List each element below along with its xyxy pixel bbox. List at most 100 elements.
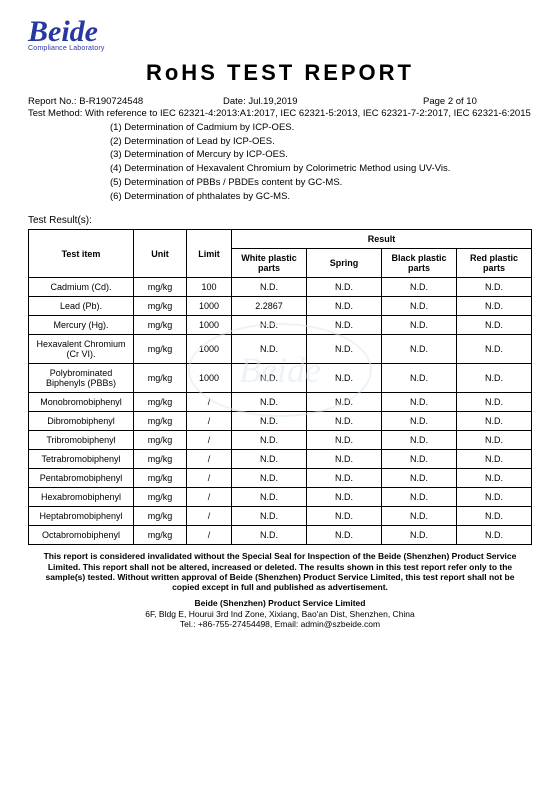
cell-item: Heptabromobiphenyl [29,507,134,526]
cell-item: Octabromobiphenyl [29,526,134,545]
th-item: Test item [29,230,134,278]
cell-value: N.D. [307,335,382,364]
th-col4: Red plastic parts [457,249,532,278]
cell-value: N.D. [232,526,307,545]
cell-unit: mg/kg [134,431,187,450]
cell-item: Mercury (Hg). [29,316,134,335]
cell-value: N.D. [457,507,532,526]
cell-item: Monobromobiphenyl [29,393,134,412]
footer: Beide (Shenzhen) Product Service Limited… [28,598,532,630]
cell-value: N.D. [382,469,457,488]
cell-value: N.D. [307,316,382,335]
cell-limit: / [187,507,232,526]
result-label: Test Result(s): [28,215,532,226]
th-col2: Spring [307,249,382,278]
cell-value: N.D. [232,488,307,507]
cell-item: Polybrominated Biphenyls (PBBs) [29,364,134,393]
cell-value: N.D. [457,488,532,507]
disclaimer: This report is considered invalidated wi… [28,551,532,592]
cell-value: N.D. [307,450,382,469]
cell-item: Tetrabromobiphenyl [29,450,134,469]
cell-value: N.D. [457,469,532,488]
cell-value: N.D. [232,278,307,297]
cell-unit: mg/kg [134,364,187,393]
cell-value: N.D. [232,316,307,335]
cell-unit: mg/kg [134,393,187,412]
cell-value: N.D. [307,507,382,526]
table-row: Dibromobiphenylmg/kg/N.D.N.D.N.D.N.D. [29,412,532,431]
report-no: B-R190724548 [79,96,143,107]
th-limit: Limit [187,230,232,278]
cell-unit: mg/kg [134,507,187,526]
cell-value: N.D. [382,488,457,507]
table-row: Heptabromobiphenylmg/kg/N.D.N.D.N.D.N.D. [29,507,532,526]
cell-value: N.D. [457,364,532,393]
date-value: Jul.19,2019 [248,96,297,107]
table-row: Monobromobiphenylmg/kg/N.D.N.D.N.D.N.D. [29,393,532,412]
cell-value: N.D. [457,297,532,316]
table-row: Tribromobiphenylmg/kg/N.D.N.D.N.D.N.D. [29,431,532,450]
determination-item: (6) Determination of phthalates by GC-MS… [110,190,532,204]
logo-name: Beide [28,18,532,45]
cell-item: Dibromobiphenyl [29,412,134,431]
cell-item: Hexavalent Chromium (Cr VI). [29,335,134,364]
meta-row-1: Report No.: B-R190724548 Date: Jul.19,20… [28,96,532,107]
cell-value: N.D. [382,278,457,297]
table-row: Polybrominated Biphenyls (PBBs)mg/kg1000… [29,364,532,393]
cell-value: N.D. [307,412,382,431]
table-row: Lead (Pb).mg/kg10002.2867N.D.N.D.N.D. [29,297,532,316]
cell-value: N.D. [457,316,532,335]
table-row: Hexavalent Chromium (Cr VI).mg/kg1000N.D… [29,335,532,364]
cell-limit: / [187,469,232,488]
cell-item: Lead (Pb). [29,297,134,316]
cell-unit: mg/kg [134,278,187,297]
cell-value: N.D. [382,412,457,431]
cell-value: N.D. [232,364,307,393]
determination-item: (3) Determination of Mercury by ICP-OES. [110,148,532,162]
cell-value: N.D. [382,335,457,364]
date-label: Date: [223,96,248,107]
cell-value: N.D. [307,431,382,450]
cell-unit: mg/kg [134,316,187,335]
page-number: Page 2 of 10 [423,96,477,107]
cell-value: N.D. [232,412,307,431]
cell-value: N.D. [232,431,307,450]
determination-item: (4) Determination of Hexavalent Chromium… [110,162,532,176]
cell-value: N.D. [232,507,307,526]
th-unit: Unit [134,230,187,278]
cell-item: Tribromobiphenyl [29,431,134,450]
results-table: Test item Unit Limit Result White plasti… [28,229,532,545]
determination-item: (2) Determination of Lead by ICP-OES. [110,135,532,149]
cell-value: N.D. [232,450,307,469]
cell-value: N.D. [457,526,532,545]
report-title: RoHS TEST REPORT [28,60,532,86]
cell-limit: 1000 [187,316,232,335]
report-page: Beide Beide Compliance Laboratory RoHS T… [0,0,560,790]
cell-item: Hexabromobiphenyl [29,488,134,507]
cell-value: N.D. [307,488,382,507]
cell-value: N.D. [307,526,382,545]
table-row: Mercury (Hg).mg/kg1000N.D.N.D.N.D.N.D. [29,316,532,335]
cell-unit: mg/kg [134,412,187,431]
cell-value: N.D. [382,431,457,450]
table-row: Octabromobiphenylmg/kg/N.D.N.D.N.D.N.D. [29,526,532,545]
determination-item: (1) Determination of Cadmium by ICP-OES. [110,121,532,135]
cell-unit: mg/kg [134,335,187,364]
method-text: With reference to IEC 62321-4:2013:A1:20… [85,108,531,119]
th-col1: White plastic parts [232,249,307,278]
method-label: Test Method: [28,108,85,119]
cell-limit: 100 [187,278,232,297]
cell-unit: mg/kg [134,526,187,545]
logo-block: Beide Compliance Laboratory [28,18,532,52]
cell-value: N.D. [307,297,382,316]
determination-item: (5) Determination of PBBs / PBDEs conten… [110,176,532,190]
th-col3: Black plastic parts [382,249,457,278]
cell-value: N.D. [457,335,532,364]
cell-unit: mg/kg [134,450,187,469]
cell-value: N.D. [382,450,457,469]
cell-value: N.D. [457,431,532,450]
cell-value: N.D. [382,316,457,335]
cell-value: N.D. [457,450,532,469]
cell-limit: 1000 [187,364,232,393]
cell-limit: / [187,412,232,431]
